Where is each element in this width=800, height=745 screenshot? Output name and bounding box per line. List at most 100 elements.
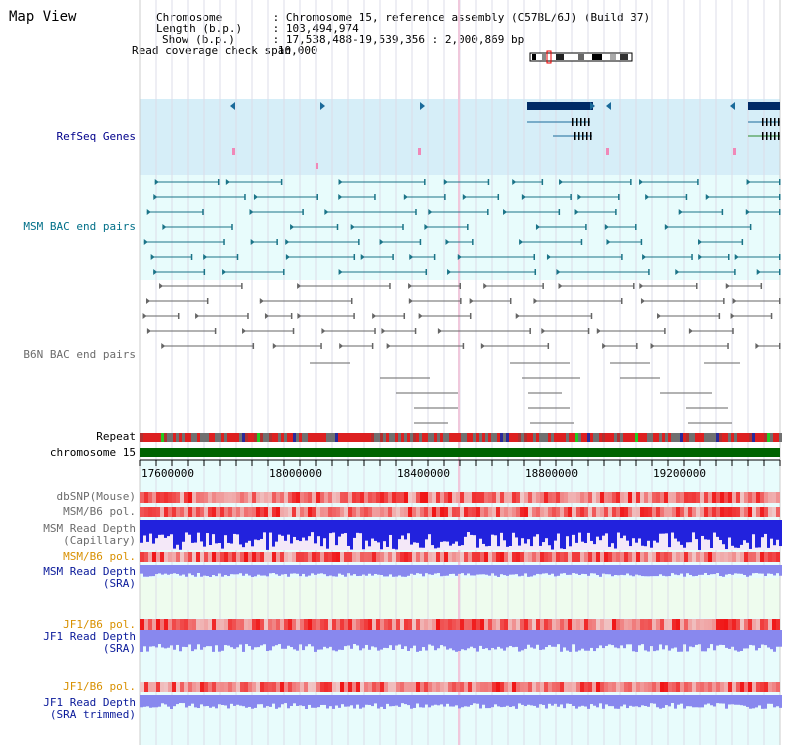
- msm-capillary-depth-bar: [488, 520, 491, 546]
- msm-bac-pair-end: [374, 194, 376, 200]
- msm-capillary-depth-bar: [473, 520, 476, 536]
- msm-capillary-depth-bar: [200, 520, 203, 542]
- jf1-sra-depth-bar: [743, 630, 746, 649]
- repeat-segment: [260, 433, 263, 442]
- jf1-sra-trim-depth-bar: [683, 695, 686, 709]
- msm-b6-pol-sra-cell: [664, 552, 668, 562]
- msm-capillary-depth-bar: [686, 520, 689, 543]
- jf1-b6-pol-cell: [340, 619, 344, 630]
- jf1-b6-pol-cell: [700, 619, 704, 630]
- dbsnp-cell: [708, 492, 712, 503]
- dbsnp-cell: [660, 492, 664, 503]
- dbsnp-cell: [344, 492, 348, 503]
- msm-b6-pol-cell: [444, 507, 448, 517]
- msm-sra-depth-bar: [752, 565, 755, 574]
- jf1-sra-depth-bar: [182, 630, 185, 647]
- jf1-b6-pol-trim-cell: [632, 682, 636, 692]
- dbsnp-cell: [224, 492, 228, 503]
- msm-b6-pol-sra-cell: [716, 552, 720, 562]
- dbsnp-cell: [752, 492, 756, 503]
- jf1-b6-pol-trim-cell: [272, 682, 276, 692]
- jf1-b6-pol-cell: [596, 619, 600, 630]
- jf1-b6-pol-trim-cell: [716, 682, 720, 692]
- jf1-b6-pol-trim-cell: [544, 682, 548, 692]
- jf1-sra-depth-bar: [479, 630, 482, 646]
- b6n-bac-pair-end: [408, 283, 413, 289]
- msm-b6-pol-cell: [256, 507, 260, 517]
- repeat-segment: [527, 433, 530, 442]
- msm-b6-pol-sra-cell: [252, 552, 256, 562]
- msm-b6-pol-cell: [344, 507, 348, 517]
- msm-capillary-depth-bar: [407, 520, 410, 534]
- repeat-segment: [710, 433, 713, 442]
- msm-b6-pol-cell: [180, 507, 184, 517]
- msm-sra-depth-bar: [164, 565, 167, 574]
- b6n-bac-pair-end: [437, 328, 442, 334]
- jf1-sra-trim-depth-bar: [689, 695, 692, 707]
- jf1-b6-pol-cell: [376, 619, 380, 630]
- msm-capillary-depth-bar: [251, 520, 254, 547]
- jf1-sra-depth-bar: [560, 630, 563, 652]
- msm-b6-pol-cell: [280, 507, 284, 517]
- msm-b6-pol-cell: [356, 507, 360, 517]
- repeat-segment: [518, 433, 521, 442]
- jf1-sra-trim-depth-bar: [275, 695, 278, 709]
- jf1-sra-trim-depth-bar: [668, 695, 671, 707]
- b6n-bac-pair-end: [142, 313, 147, 319]
- axis-tick-label: 18800000: [525, 467, 578, 480]
- jf1-sra-trim-depth-bar: [641, 695, 644, 706]
- jf1-b6-pol-trim-cell: [224, 682, 228, 692]
- jf1-sra-depth-bar: [638, 630, 641, 646]
- dbsnp-cell: [152, 492, 156, 503]
- jf1-b6-pol-trim-cell: [644, 682, 648, 692]
- msm-capillary-depth-bar: [359, 520, 362, 534]
- msm-sra-depth-bar: [488, 565, 491, 576]
- length-key: Length (b.p.): [156, 22, 243, 35]
- msm-bac-pair-end: [162, 224, 167, 230]
- repeat-segment: [479, 433, 482, 442]
- repeat-segment: [590, 433, 593, 442]
- repeat-segment: [476, 433, 479, 442]
- msm-capillary-depth-bar: [650, 520, 653, 548]
- msm-capillary-depth-bar: [533, 520, 536, 537]
- dbsnp-cell: [236, 492, 240, 503]
- msm-b6-pol-sra-cell: [172, 552, 176, 562]
- refseq-genes-label: RefSeq Genes: [56, 130, 136, 143]
- b6n-bac-pair-end: [159, 283, 164, 289]
- jf1-sra-trim-depth-bar: [311, 695, 314, 708]
- b6n-bac-pair-end: [297, 283, 302, 289]
- dbsnp-cell: [368, 492, 372, 503]
- jf1-b6-pol-cell: [680, 619, 684, 630]
- jf1-b6-pol-cell: [408, 619, 412, 630]
- jf1-sra-depth-bar: [407, 630, 410, 651]
- jf1-b6-pol-trim-cell: [380, 682, 384, 692]
- repeat-segment: [449, 433, 452, 442]
- jf1-sra-depth-bar: [212, 630, 215, 652]
- msm-capillary-depth-bar: [395, 520, 398, 550]
- msm-capillary-depth-bar: [611, 520, 614, 544]
- jf1-b6-pol-trim-cell: [444, 682, 448, 692]
- msm-b6-pol-sra-cell: [388, 552, 392, 562]
- jf1-b6-pol-trim-cell: [520, 682, 524, 692]
- jf1-b6-pol-trim-cell: [232, 682, 236, 692]
- jf1-b6-pol-cell: [684, 619, 688, 630]
- msm-sra-depth-bar: [554, 565, 557, 577]
- jf1-sra-depth-bar: [200, 630, 203, 650]
- msm-sra-depth-bar: [641, 565, 644, 577]
- msm-bac-pair-end: [621, 254, 623, 260]
- jf1-b6-pol-cell: [528, 619, 532, 630]
- repeat-segment: [212, 433, 215, 442]
- repeat-segment: [170, 433, 173, 442]
- b6n-bac-pair-end: [195, 313, 200, 319]
- jf1-sra-trim-depth-bar: [491, 695, 494, 708]
- msm-sra-depth-bar: [179, 565, 182, 576]
- msm-b6-pol-sra-cell: [656, 552, 660, 562]
- repeat-segment: [392, 433, 395, 442]
- msm-b6-pol-cell: [152, 507, 156, 517]
- dbsnp-cell: [712, 492, 716, 503]
- jf1-sra-depth-bar: [359, 630, 362, 651]
- jf1-sra-depth-bar: [296, 630, 299, 651]
- jf1-b6-pol-cell: [480, 619, 484, 630]
- msm-b6-pol-sra-cell: [408, 552, 412, 562]
